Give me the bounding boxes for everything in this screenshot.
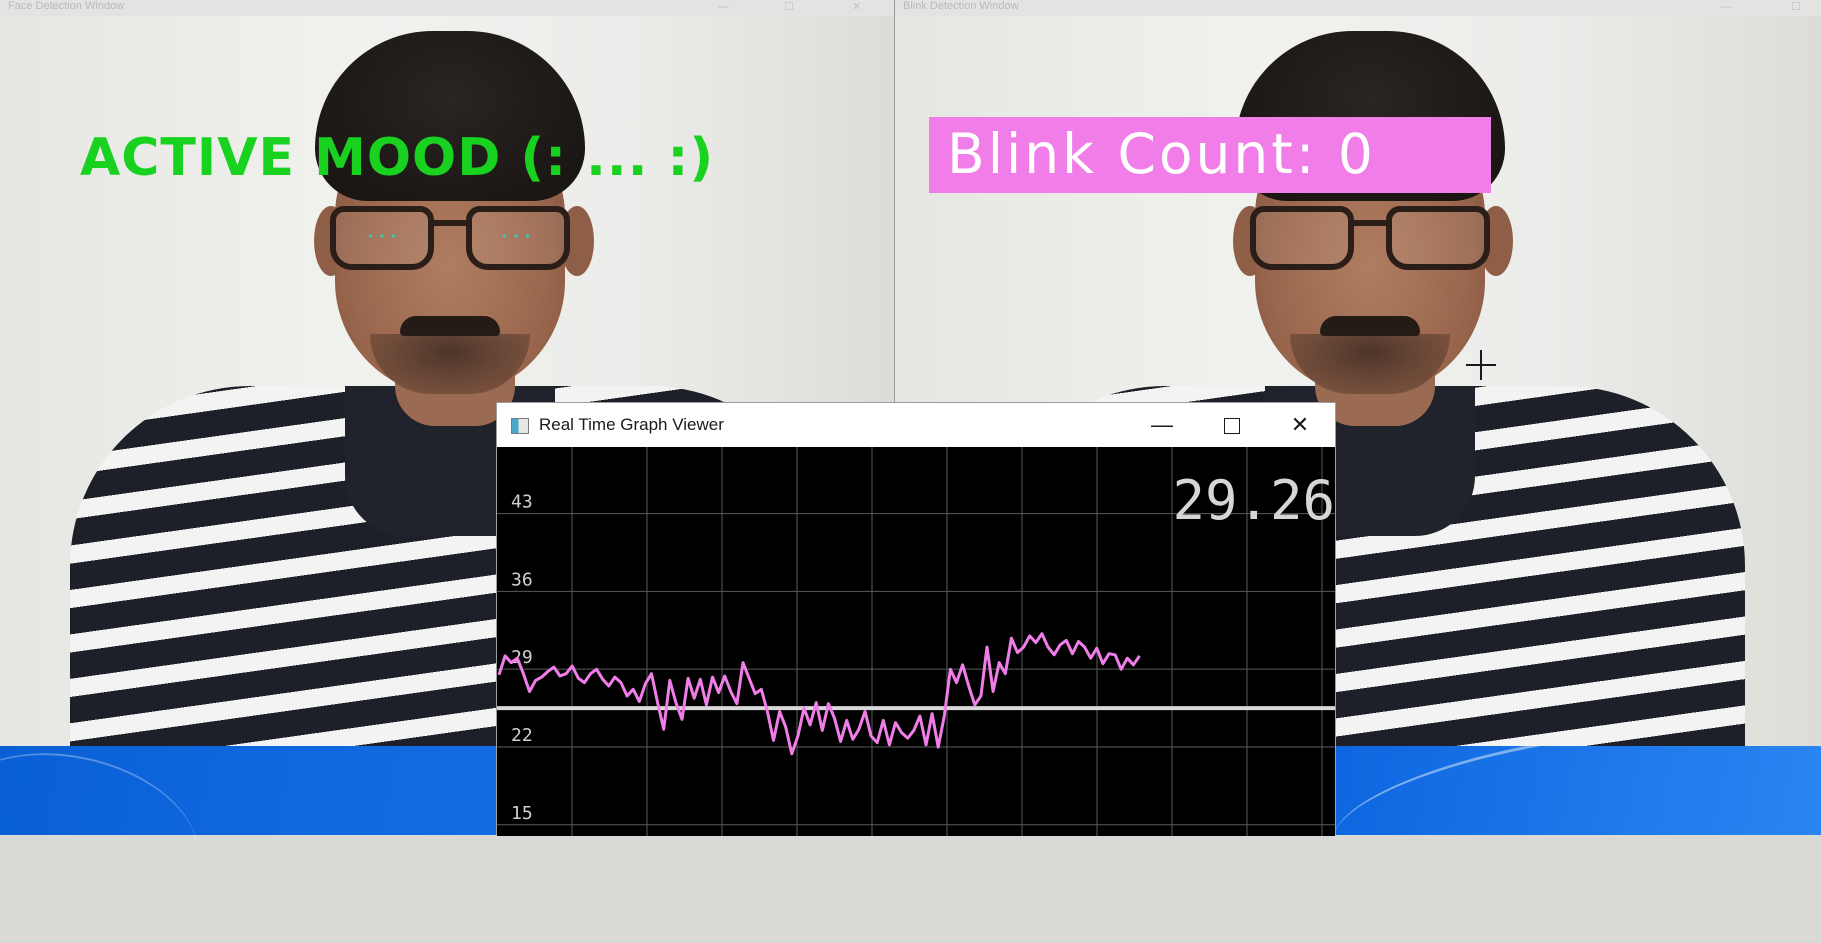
app-icon: [511, 418, 529, 434]
y-tick-label: 22: [511, 725, 533, 746]
realtime-graph: 43 36 29 22 15 29.26: [497, 447, 1335, 836]
blink-count-badge: Blink Count: 0: [929, 117, 1491, 193]
current-value-label: 29.26: [1172, 469, 1335, 532]
mood-status-text: ACTIVE MOOD (: ... :): [80, 128, 715, 188]
eye-landmarks: • • •: [368, 229, 398, 243]
blink-count-text: Blink Count: 0: [947, 122, 1376, 186]
wallpaper-swoosh: [0, 730, 215, 943]
y-tick-label: 29: [511, 647, 533, 668]
minimize-icon[interactable]: —: [1721, 1, 1732, 13]
y-tick-label: 43: [511, 492, 533, 513]
graph-canvas: 43 36 29 22 15 29.26: [497, 447, 1335, 836]
series-line: [497, 632, 1141, 756]
maximize-button[interactable]: [1197, 403, 1267, 447]
close-button[interactable]: ✕: [1290, 412, 1310, 437]
y-tick-label: 15: [511, 803, 533, 824]
window-title: Blink Detection Window: [903, 0, 1019, 12]
glasses: • • • • • •: [330, 206, 570, 274]
window-titlebar[interactable]: Face Detection Window — ☐ ✕: [0, 0, 894, 16]
minimize-button[interactable]: —: [1151, 412, 1173, 437]
graph-viewer-window[interactable]: Real Time Graph Viewer — ✕ 43 36 29 22 15 29.…: [496, 402, 1336, 836]
minimize-icon[interactable]: —: [718, 1, 729, 13]
window-titlebar[interactable]: Blink Detection Window — ☐: [895, 0, 1821, 16]
maximize-icon[interactable]: ☐: [784, 1, 794, 13]
maximize-icon[interactable]: ☐: [1791, 1, 1801, 13]
eye-landmarks: • • •: [502, 229, 532, 243]
y-tick-label: 36: [511, 569, 533, 590]
window-title: Real Time Graph Viewer: [539, 415, 724, 434]
window-titlebar[interactable]: Real Time Graph Viewer — ✕: [497, 403, 1335, 447]
close-icon[interactable]: ✕: [852, 1, 862, 13]
glasses: [1250, 206, 1490, 274]
maximize-icon: [1224, 418, 1240, 435]
window-title: Face Detection Window: [8, 0, 125, 12]
crosshair-cursor-icon: [1466, 350, 1496, 380]
